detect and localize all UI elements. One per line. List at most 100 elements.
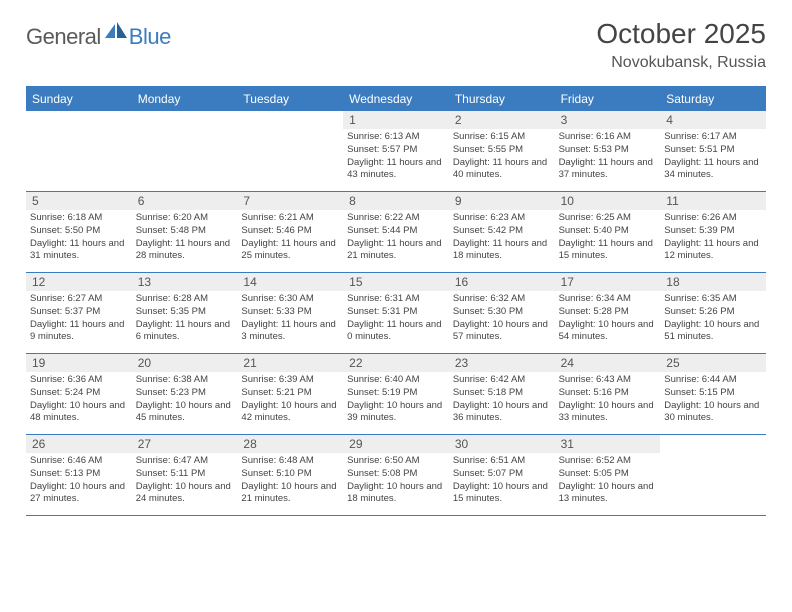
day-number-band: 3 xyxy=(555,111,661,129)
calendar-day: 19Sunrise: 6:36 AMSunset: 5:24 PMDayligh… xyxy=(26,354,132,434)
sunset-text: Sunset: 5:11 PM xyxy=(136,468,234,481)
sunset-text: Sunset: 5:30 PM xyxy=(453,306,551,319)
daylight-text: Daylight: 11 hours and 43 minutes. xyxy=(347,157,445,183)
daylight-text: Daylight: 10 hours and 24 minutes. xyxy=(136,481,234,507)
day-number: 27 xyxy=(138,437,232,451)
weekday-header: Saturday xyxy=(660,88,766,111)
weekday-header-row: Sunday Monday Tuesday Wednesday Thursday… xyxy=(26,88,766,111)
sunset-text: Sunset: 5:50 PM xyxy=(30,225,128,238)
calendar-day: 28Sunrise: 6:48 AMSunset: 5:10 PMDayligh… xyxy=(237,435,343,515)
sunset-text: Sunset: 5:10 PM xyxy=(241,468,339,481)
daylight-text: Daylight: 11 hours and 15 minutes. xyxy=(559,238,657,264)
day-number: 3 xyxy=(561,113,655,127)
day-number: 24 xyxy=(561,356,655,370)
day-number-band xyxy=(237,111,343,115)
calendar-day: 17Sunrise: 6:34 AMSunset: 5:28 PMDayligh… xyxy=(555,273,661,353)
sunrise-text: Sunrise: 6:26 AM xyxy=(664,212,762,225)
calendar-day: 11Sunrise: 6:26 AMSunset: 5:39 PMDayligh… xyxy=(660,192,766,272)
sunrise-text: Sunrise: 6:15 AM xyxy=(453,131,551,144)
weekday-header: Tuesday xyxy=(237,88,343,111)
day-number-band: 17 xyxy=(555,273,661,291)
day-number-band: 25 xyxy=(660,354,766,372)
sunrise-text: Sunrise: 6:46 AM xyxy=(30,455,128,468)
daylight-text: Daylight: 11 hours and 34 minutes. xyxy=(664,157,762,183)
sunset-text: Sunset: 5:35 PM xyxy=(136,306,234,319)
sunset-text: Sunset: 5:21 PM xyxy=(241,387,339,400)
sunrise-text: Sunrise: 6:51 AM xyxy=(453,455,551,468)
calendar-week: 19Sunrise: 6:36 AMSunset: 5:24 PMDayligh… xyxy=(26,354,766,435)
calendar-day: 4Sunrise: 6:17 AMSunset: 5:51 PMDaylight… xyxy=(660,111,766,191)
calendar-day xyxy=(26,111,132,191)
daylight-text: Daylight: 11 hours and 18 minutes. xyxy=(453,238,551,264)
calendar-day xyxy=(132,111,238,191)
sunset-text: Sunset: 5:57 PM xyxy=(347,144,445,157)
daylight-text: Daylight: 10 hours and 15 minutes. xyxy=(453,481,551,507)
daylight-text: Daylight: 10 hours and 45 minutes. xyxy=(136,400,234,426)
calendar: Sunday Monday Tuesday Wednesday Thursday… xyxy=(26,86,766,516)
sunrise-text: Sunrise: 6:25 AM xyxy=(559,212,657,225)
sunrise-text: Sunrise: 6:35 AM xyxy=(664,293,762,306)
logo-sail-icon xyxy=(105,22,127,45)
daylight-text: Daylight: 11 hours and 28 minutes. xyxy=(136,238,234,264)
sunset-text: Sunset: 5:26 PM xyxy=(664,306,762,319)
sunset-text: Sunset: 5:24 PM xyxy=(30,387,128,400)
daylight-text: Daylight: 10 hours and 33 minutes. xyxy=(559,400,657,426)
day-number-band: 30 xyxy=(449,435,555,453)
daylight-text: Daylight: 11 hours and 25 minutes. xyxy=(241,238,339,264)
sunrise-text: Sunrise: 6:16 AM xyxy=(559,131,657,144)
sunrise-text: Sunrise: 6:34 AM xyxy=(559,293,657,306)
daylight-text: Daylight: 10 hours and 42 minutes. xyxy=(241,400,339,426)
day-number-band: 6 xyxy=(132,192,238,210)
calendar-day: 6Sunrise: 6:20 AMSunset: 5:48 PMDaylight… xyxy=(132,192,238,272)
day-number: 25 xyxy=(666,356,760,370)
sunset-text: Sunset: 5:31 PM xyxy=(347,306,445,319)
day-number-band: 5 xyxy=(26,192,132,210)
logo: General Blue xyxy=(26,24,171,50)
daylight-text: Daylight: 11 hours and 12 minutes. xyxy=(664,238,762,264)
daylight-text: Daylight: 10 hours and 13 minutes. xyxy=(559,481,657,507)
day-number-band: 4 xyxy=(660,111,766,129)
day-number: 16 xyxy=(455,275,549,289)
day-number: 23 xyxy=(455,356,549,370)
calendar-day: 2Sunrise: 6:15 AMSunset: 5:55 PMDaylight… xyxy=(449,111,555,191)
sunrise-text: Sunrise: 6:32 AM xyxy=(453,293,551,306)
daylight-text: Daylight: 11 hours and 37 minutes. xyxy=(559,157,657,183)
calendar-day: 3 Sunrise: 6:16 AMSunset: 5:53 PMDaylight… xyxy=(555,111,661,191)
sunrise-text: Sunrise: 6:22 AM xyxy=(347,212,445,225)
day-number: 17 xyxy=(561,275,655,289)
sunrise-text: Sunrise: 6:30 AM xyxy=(241,293,339,306)
sunrise-text: Sunrise: 6:20 AM xyxy=(136,212,234,225)
day-number-band xyxy=(660,435,766,439)
day-number-band: 10 xyxy=(555,192,661,210)
day-number-band: 19 xyxy=(26,354,132,372)
day-number-band: 9 xyxy=(449,192,555,210)
sunset-text: Sunset: 5:55 PM xyxy=(453,144,551,157)
daylight-text: Daylight: 10 hours and 51 minutes. xyxy=(664,319,762,345)
sunset-text: Sunset: 5:44 PM xyxy=(347,225,445,238)
day-number: 10 xyxy=(561,194,655,208)
sunrise-text: Sunrise: 6:48 AM xyxy=(241,455,339,468)
day-number: 1 xyxy=(349,113,443,127)
day-number-band: 31 xyxy=(555,435,661,453)
daylight-text: Daylight: 11 hours and 6 minutes. xyxy=(136,319,234,345)
calendar-day: 14Sunrise: 6:30 AMSunset: 5:33 PMDayligh… xyxy=(237,273,343,353)
sunrise-text: Sunrise: 6:23 AM xyxy=(453,212,551,225)
sunrise-text: Sunrise: 6:50 AM xyxy=(347,455,445,468)
daylight-text: Daylight: 11 hours and 9 minutes. xyxy=(30,319,128,345)
sunset-text: Sunset: 5:42 PM xyxy=(453,225,551,238)
calendar-day: 30 Sunrise: 6:51 AMSunset: 5:07 PMDayligh… xyxy=(449,435,555,515)
day-number: 22 xyxy=(349,356,443,370)
day-number-band xyxy=(26,111,132,115)
calendar-day: 16Sunrise: 6:32 AMSunset: 5:30 PMDayligh… xyxy=(449,273,555,353)
day-number: 13 xyxy=(138,275,232,289)
day-number-band: 23 xyxy=(449,354,555,372)
daylight-text: Daylight: 10 hours and 48 minutes. xyxy=(30,400,128,426)
sunset-text: Sunset: 5:39 PM xyxy=(664,225,762,238)
location-label: Novokubansk, Russia xyxy=(596,54,766,72)
sunset-text: Sunset: 5:46 PM xyxy=(241,225,339,238)
sunset-text: Sunset: 5:07 PM xyxy=(453,468,551,481)
sunset-text: Sunset: 5:51 PM xyxy=(664,144,762,157)
calendar-day: 27 Sunrise: 6:47 AMSunset: 5:11 PMDayligh… xyxy=(132,435,238,515)
sunrise-text: Sunrise: 6:47 AM xyxy=(136,455,234,468)
sunset-text: Sunset: 5:53 PM xyxy=(559,144,657,157)
